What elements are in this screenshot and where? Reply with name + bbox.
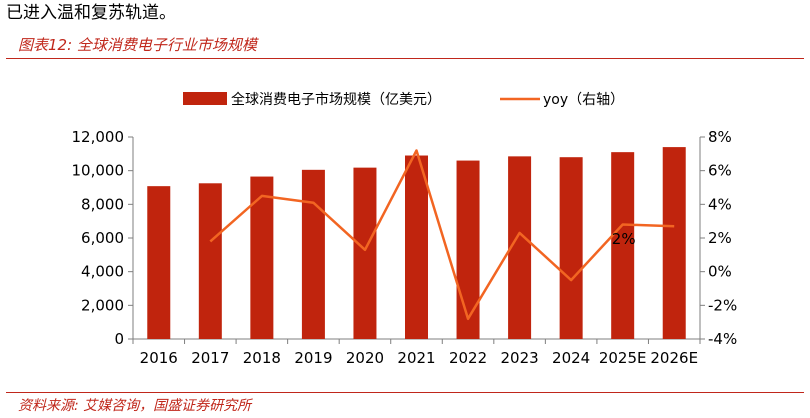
x-tick-label: 2020 [346, 349, 384, 367]
x-tick-label: 2022 [449, 349, 487, 367]
bar [301, 169, 325, 339]
x-tick-label: 2019 [294, 349, 332, 367]
bar [611, 152, 635, 339]
left-tick-label: 10,000 [72, 162, 125, 180]
bar-series [147, 147, 686, 339]
bar [250, 176, 274, 339]
bar [662, 147, 686, 339]
left-tick-label: 6,000 [81, 229, 124, 247]
x-tick-label: 2021 [397, 349, 435, 367]
x-tick-label: 2018 [243, 349, 281, 367]
bar [353, 167, 377, 339]
right-tick-label: -4% [708, 330, 737, 348]
bar [198, 183, 222, 339]
left-tick-label: 8,000 [81, 195, 124, 213]
x-tick-label: 2016 [140, 349, 178, 367]
footer-divider [6, 392, 804, 393]
x-tick-label: 2023 [500, 349, 538, 367]
x-tick-label: 2026E [650, 349, 698, 367]
annotation-label: 2% [612, 230, 636, 248]
legend-bar-swatch [183, 92, 227, 105]
line-series [209, 149, 675, 321]
right-tick-label: 2% [708, 229, 732, 247]
title-divider [6, 58, 804, 59]
intro-text: 已进入温和复苏轨道。 [6, 3, 176, 23]
bar [456, 160, 480, 339]
bar [147, 186, 171, 339]
x-tick-label: 2025E [599, 349, 647, 367]
left-tick-label: 2,000 [81, 296, 124, 314]
figure-title: 图表12: 全球消费电子行业市场规模 [18, 36, 257, 54]
legend-bar-label: 全球消费电子市场规模（亿美元） [231, 91, 441, 108]
x-tick-label: 2017 [191, 349, 229, 367]
left-tick-label: 12,000 [72, 128, 125, 146]
x-tick-label: 2024 [552, 349, 590, 367]
source-note: 资料来源: 艾媒咨询，国盛证券研究所 [18, 398, 252, 414]
left-tick-label: 4,000 [81, 263, 124, 281]
right-tick-label: 6% [708, 162, 732, 180]
bar [405, 155, 428, 339]
right-tick-label: 8% [708, 128, 732, 146]
right-tick-label: 4% [708, 195, 732, 213]
right-tick-label: -2% [708, 296, 737, 314]
right-tick-label: 0% [708, 263, 732, 281]
chart-labels: 0 2,000 4,000 6,000 8,000 10,000 12,000 -4% -2% 0… [72, 128, 738, 367]
left-tick-label: 0 [114, 330, 124, 348]
bar [508, 156, 532, 339]
legend-line-label: yoy（右轴） [543, 92, 624, 108]
chart-legend: 全球消费电子市场规模（亿美元） yoy（右轴） [183, 91, 624, 108]
bar [559, 157, 583, 339]
yoy-line [209, 149, 675, 321]
